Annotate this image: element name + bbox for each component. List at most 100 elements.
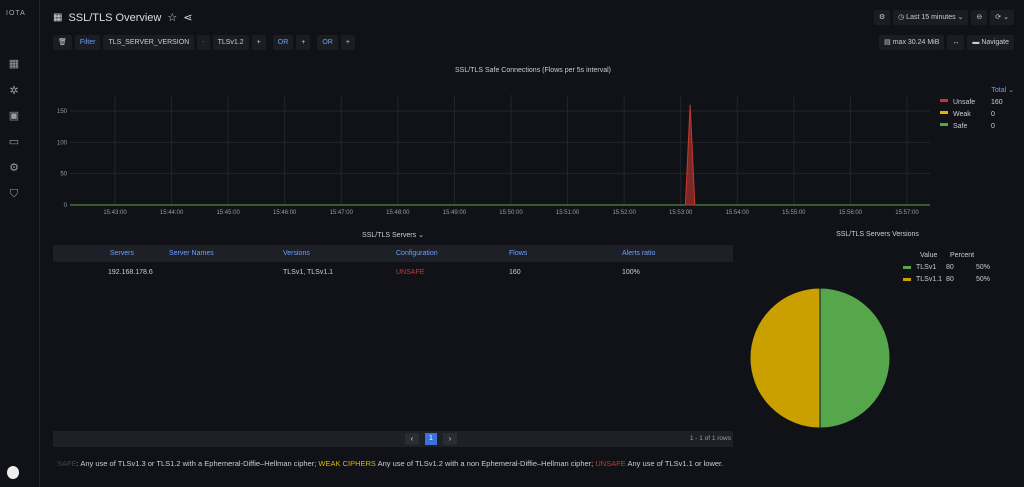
legend-swatch (940, 111, 948, 114)
max-label: max 30.24 MiB (892, 39, 940, 46)
add-or-button-2[interactable]: + (340, 35, 355, 50)
legend-name: Weak (953, 111, 971, 118)
add-filter-button[interactable]: + (251, 35, 266, 50)
filter-operator[interactable]: - (197, 35, 210, 50)
add-or-button-1[interactable]: + (296, 35, 311, 50)
drive-icon[interactable]: ▭ (8, 136, 20, 148)
legend-total: 160 (991, 99, 1003, 106)
servers-title[interactable]: SSL/TLS Servers ⌄ (362, 232, 424, 239)
gear-icon[interactable]: ⚙ (9, 162, 19, 174)
y-tick-label: 50 (60, 172, 67, 178)
avatar[interactable] (7, 466, 19, 479)
or-button-1[interactable]: OR (272, 35, 294, 50)
clock-icon: ◷ (898, 14, 905, 21)
pie-slice-tlsv1[interactable] (819, 287, 891, 429)
dashboards-icon[interactable]: ▦ (8, 58, 20, 70)
shield-icon[interactable]: ⛉ (9, 188, 19, 200)
footer-weak: WEAK CIPHERS (318, 459, 376, 468)
trash-icon: 🗑 (58, 39, 67, 46)
x-tick-label: 15:50:00 (499, 210, 523, 216)
x-tick-label: 15:57:00 (895, 210, 919, 216)
x-tick-label: 15:48:00 (386, 210, 410, 216)
legend-total-header[interactable]: Total ⌄ (991, 87, 1014, 94)
x-tick-label: 15:53:00 (669, 210, 693, 216)
legend-name: Unsafe (953, 99, 976, 106)
page-1-button[interactable]: 1 (425, 433, 437, 445)
col-alerts-ratio[interactable]: Alerts ratio (622, 250, 656, 257)
legend-name: Safe (953, 123, 968, 130)
col-servers[interactable]: Servers (109, 250, 134, 257)
pie-legend-value: 80 (946, 264, 954, 271)
next-page-button[interactable]: › (443, 433, 457, 445)
cell-configuration: UNSAFE (396, 269, 425, 276)
settings-cog-icon[interactable]: ✲ (9, 85, 19, 97)
timeseries-title: SSL/TLS Safe Connections (Flows per 5s i… (454, 67, 611, 74)
legend-total: 0 (991, 111, 995, 118)
filter-label: Filter (74, 35, 101, 50)
legend-swatch (903, 266, 911, 269)
x-tick-label: 15:43:00 (103, 210, 127, 216)
pie-slice-tlsv1-1[interactable] (749, 287, 821, 429)
pagination-bar: ‹ 1 › 1 - 1 of 1 rows (53, 431, 733, 447)
navigate-label: Navigate (981, 39, 1009, 46)
pie-legend-name: TLSv1 (916, 264, 937, 271)
x-tick-label: 15:51:00 (556, 210, 580, 216)
col-flows[interactable]: Flows (509, 250, 528, 257)
rows-info: 1 - 1 of 1 rows (689, 435, 731, 442)
time-range-label: Last 15 minutes (906, 14, 956, 21)
filter-key[interactable]: TLS_SERVER_VERSION (103, 35, 195, 50)
cell-server: 192.168.178.6 (108, 269, 153, 276)
legend-item-weak[interactable]: Weak 0 (940, 111, 1020, 118)
legend-item-unsafe[interactable]: Unsafe 160 (940, 99, 1020, 106)
footer-unsafe: UNSAFE (595, 459, 626, 468)
y-tick-label: 100 (57, 140, 68, 146)
footer-safe-text: : Any use of TLSv1.3 or TLS1.2 with a Ep… (76, 459, 317, 468)
col-server-names[interactable]: Server Names (169, 250, 214, 257)
pie-col-percent: Percent (950, 252, 975, 259)
sidebar: IOTA ▦ ✲ ▣ ▭ ⚙ ⛉ (0, 0, 40, 487)
dashboard-grid-icon: ▦ (53, 12, 63, 23)
x-tick-label: 15:52:00 (612, 210, 636, 216)
footer-weak-text: Any use of TLSv1.2 with a non Ephemeral-… (375, 459, 594, 468)
panel-toolbar: ▤ max 30.24 MiB ↔ ▬ Navigate (879, 35, 1014, 50)
prev-page-button[interactable]: ‹ (405, 433, 419, 445)
share-icon[interactable]: ⋖ (183, 12, 193, 24)
pie-legend-item[interactable]: TLSv1.1 80 50% (903, 276, 990, 283)
footer-legend: SAFE: Any use of TLSv1.3 or TLS1.2 with … (57, 459, 723, 468)
footer-safe: SAFE (57, 459, 77, 468)
filter-value[interactable]: TLSv1.2 (212, 35, 249, 50)
y-tick-label: 0 (64, 203, 68, 209)
star-icon[interactable]: ☆ (167, 12, 178, 24)
expand-button[interactable]: ↔ (947, 35, 965, 50)
time-range-picker[interactable]: ◷ Last 15 minutes ⌄ (893, 10, 969, 25)
zoom-out-button[interactable]: ⊖ (971, 10, 988, 25)
legend-item-safe[interactable]: Safe 0 (940, 123, 1020, 130)
pie-legend-item[interactable]: TLSv1 80 50% (903, 264, 990, 271)
legend-swatch (940, 123, 948, 126)
chevron-down-icon: ⌄ (957, 14, 964, 21)
chevron-down-icon: ⌄ (1003, 14, 1009, 21)
max-memory-indicator: ▤ max 30.24 MiB (879, 35, 945, 50)
filter-bar: 🗑 Filter TLS_SERVER_VERSION - TLSv1.2 + … (53, 35, 355, 50)
cell-versions: TLSv1, TLSv1.1 (283, 269, 334, 276)
delete-filter-button[interactable]: 🗑 (53, 35, 72, 50)
col-versions[interactable]: Versions (283, 250, 310, 257)
series-unsafe-area (684, 104, 696, 206)
cell-flows: 160 (509, 269, 521, 276)
pie-col-value: Value (920, 252, 938, 259)
settings-button[interactable]: ⚙ (873, 10, 891, 25)
or-button-2[interactable]: OR (317, 35, 338, 50)
versions-title: SSL/TLS Servers Versions (836, 231, 919, 238)
timeseries-legend: Total ⌄ Unsafe 160 Weak 0 Safe 0 (940, 86, 1020, 130)
x-tick-label: 15:56:00 (839, 210, 863, 216)
top-toolbar: ⚙ ◷ Last 15 minutes ⌄ ⊖ ⟳ ⌄ (873, 10, 1014, 25)
pie-legend-percent: 50% (976, 264, 991, 271)
x-tick-label: 15:47:00 (330, 210, 354, 216)
pie-legend-name: TLSv1.1 (916, 276, 943, 283)
col-configuration[interactable]: Configuration (396, 250, 438, 257)
navigate-button[interactable]: ▬ Navigate (967, 35, 1014, 50)
keyboard-icon: ▬ (972, 39, 980, 46)
chip-icon[interactable]: ▣ (8, 110, 20, 122)
x-tick-label: 15:44:00 (160, 210, 184, 216)
refresh-button[interactable]: ⟳ ⌄ (990, 10, 1014, 25)
